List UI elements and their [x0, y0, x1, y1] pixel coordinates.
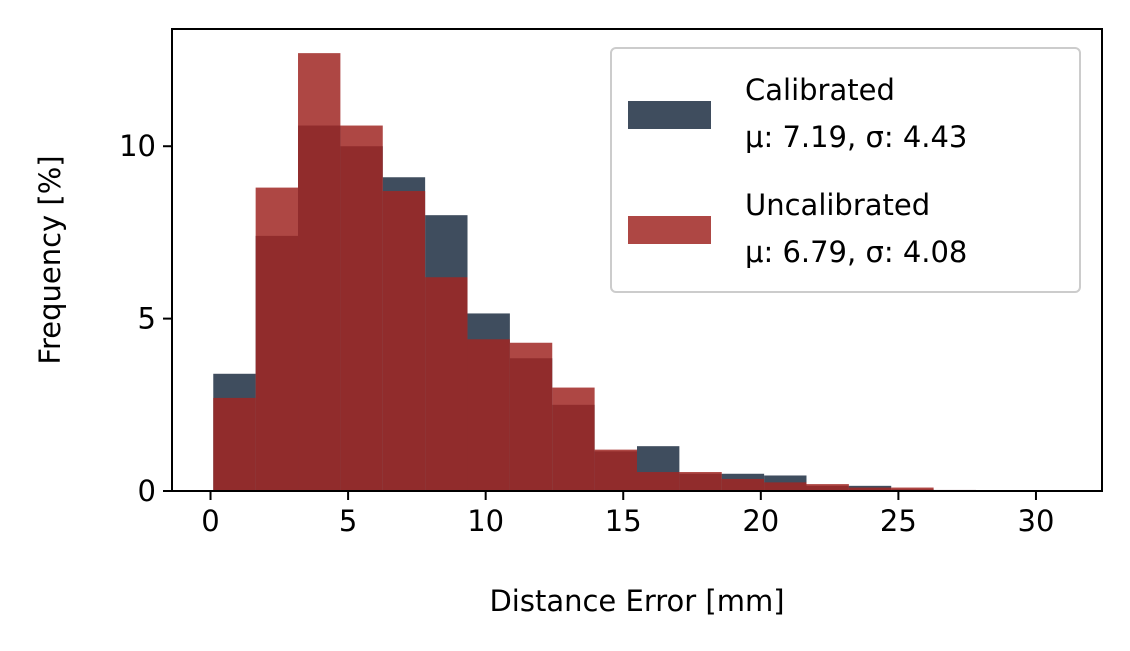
- x-tick-label: 25: [880, 504, 917, 538]
- bar-uncalibrated-8: [552, 387, 595, 491]
- y-tick-label: 0: [138, 474, 156, 508]
- x-tick-label: 10: [467, 504, 504, 538]
- bar-uncalibrated-14: [806, 484, 849, 491]
- legend-swatch-calibrated: [628, 101, 711, 129]
- bar-uncalibrated-2: [298, 53, 341, 491]
- legend-label-uncalibrated: Uncalibrated: [745, 188, 930, 222]
- legend-box: [610, 47, 1081, 293]
- y-axis-label: Frequency [%]: [33, 155, 67, 364]
- x-tick-label: 15: [605, 504, 642, 538]
- x-axis-label: Distance Error [mm]: [489, 584, 784, 618]
- bar-uncalibrated-6: [467, 339, 510, 491]
- bar-uncalibrated-16: [891, 487, 934, 491]
- legend-stats-uncalibrated: μ: 6.79, σ: 4.08: [745, 235, 967, 269]
- bar-uncalibrated-15: [848, 487, 892, 491]
- bars-layer: [213, 53, 1061, 492]
- y-tick-label: 5: [138, 302, 156, 336]
- plot-frame: [171, 28, 1103, 492]
- bar-uncalibrated-9: [594, 449, 637, 491]
- x-tick-label: 20: [742, 504, 779, 538]
- legend: Calibrated μ: 7.19, σ: 4.43 Uncalibrated…: [610, 47, 1081, 293]
- bar-uncalibrated-5: [425, 277, 468, 491]
- bar-uncalibrated-0: [213, 397, 256, 491]
- bar-uncalibrated-3: [340, 125, 383, 491]
- legend-label-calibrated: Calibrated: [745, 73, 895, 107]
- legend-swatch-uncalibrated: [628, 216, 711, 244]
- legend-stats-calibrated: μ: 7.19, σ: 4.43: [745, 120, 967, 154]
- x-tick-label: 5: [339, 504, 357, 538]
- bar-uncalibrated-10: [637, 472, 680, 491]
- bar-uncalibrated-7: [509, 342, 553, 491]
- bar-uncalibrated-11: [679, 472, 722, 491]
- y-tick-label: 10: [119, 129, 156, 163]
- y-axis: 0 5 10: [119, 129, 172, 508]
- x-tick-label: 30: [1018, 504, 1055, 538]
- bar-uncalibrated-12: [721, 478, 765, 491]
- x-tick-label: 0: [201, 504, 219, 538]
- series-uncalibrated: [213, 53, 1061, 491]
- bar-uncalibrated-4: [382, 191, 426, 491]
- bar-uncalibrated-13: [764, 482, 807, 491]
- x-axis: 0 5 10 15 20 25 30: [201, 491, 1054, 538]
- bar-uncalibrated-1: [255, 187, 299, 491]
